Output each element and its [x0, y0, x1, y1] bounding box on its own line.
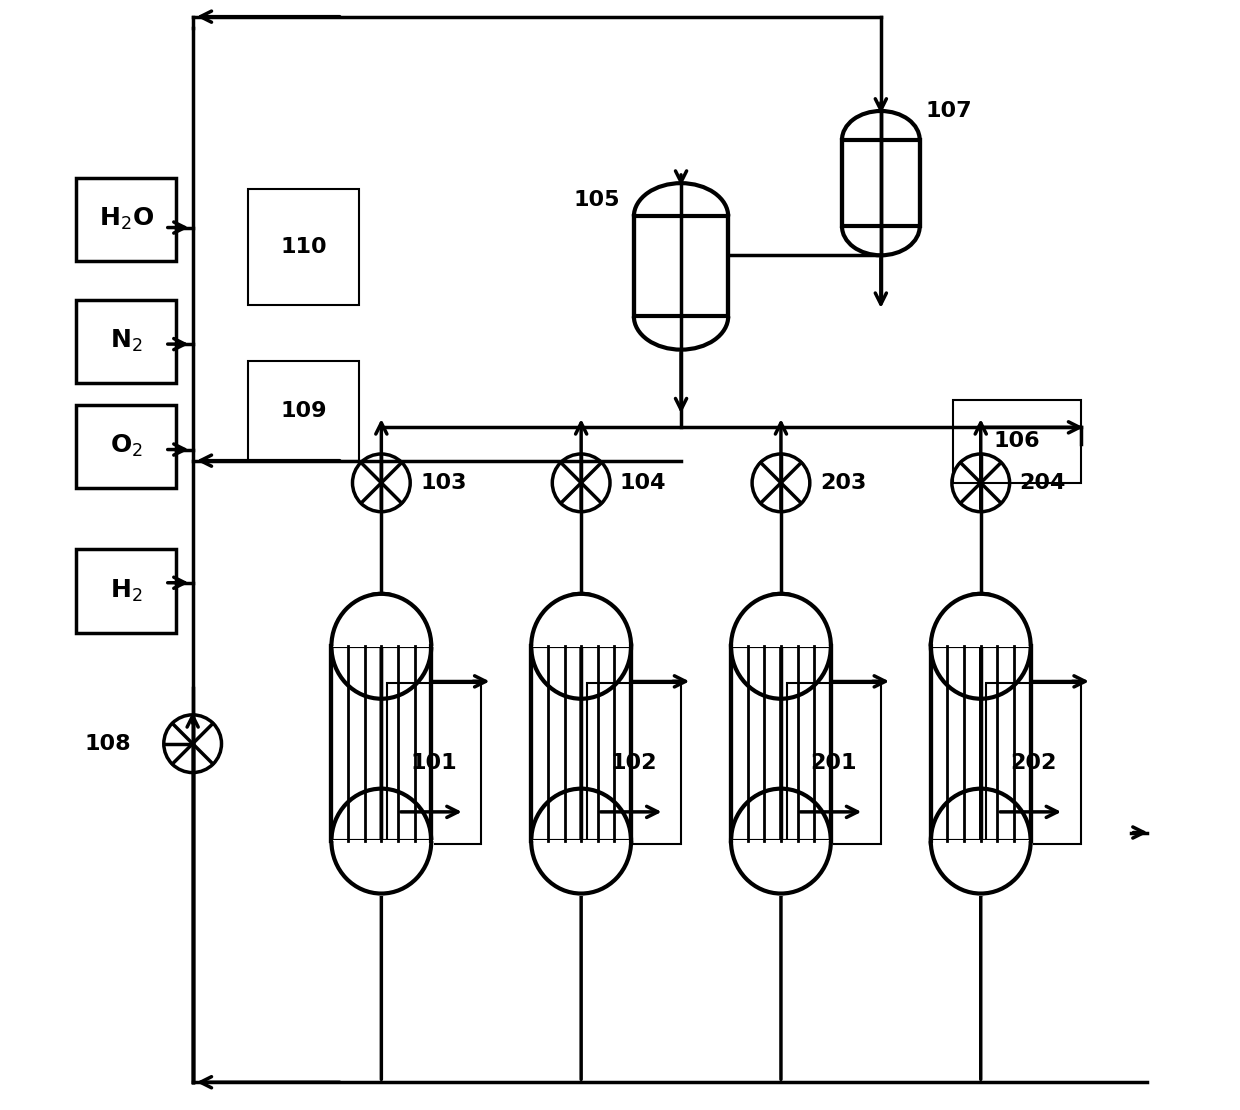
Bar: [729, 593, 833, 647]
Text: 108: 108: [86, 734, 131, 754]
Bar: [529, 840, 634, 896]
Bar: [929, 593, 1033, 647]
Text: 204: 204: [1019, 473, 1066, 493]
Bar: [76, 300, 176, 383]
Bar: [248, 189, 360, 305]
Text: 101: 101: [410, 753, 458, 774]
Bar: [331, 646, 432, 841]
Bar: [842, 140, 920, 226]
Text: O$_2$: O$_2$: [109, 433, 143, 460]
Bar: [786, 683, 880, 844]
Text: 201: 201: [811, 753, 857, 774]
Text: 106: 106: [993, 431, 1040, 452]
Bar: [329, 593, 434, 647]
Bar: [729, 840, 833, 896]
Text: 104: 104: [620, 473, 667, 493]
Text: 105: 105: [573, 190, 620, 210]
Bar: [76, 178, 176, 261]
Text: 103: 103: [420, 473, 466, 493]
Bar: [76, 549, 176, 633]
Text: 110: 110: [280, 236, 327, 258]
Text: H$_2$: H$_2$: [110, 577, 143, 604]
Bar: [529, 593, 634, 647]
Bar: [387, 683, 481, 844]
Bar: [929, 840, 1033, 896]
Text: 102: 102: [610, 753, 657, 774]
Text: 107: 107: [925, 101, 972, 121]
Bar: [931, 646, 1030, 841]
Bar: [634, 216, 728, 316]
Bar: [732, 646, 831, 841]
Bar: [986, 683, 1080, 844]
Bar: [248, 361, 360, 461]
Text: 203: 203: [820, 473, 867, 493]
Text: H$_2$O: H$_2$O: [98, 205, 154, 232]
Bar: [76, 405, 176, 488]
Bar: [329, 840, 434, 896]
Text: 109: 109: [280, 401, 327, 421]
Text: N$_2$: N$_2$: [110, 327, 143, 354]
Bar: [531, 646, 631, 841]
Text: 202: 202: [1011, 753, 1056, 774]
Bar: [587, 683, 681, 844]
Bar: [954, 400, 1080, 483]
